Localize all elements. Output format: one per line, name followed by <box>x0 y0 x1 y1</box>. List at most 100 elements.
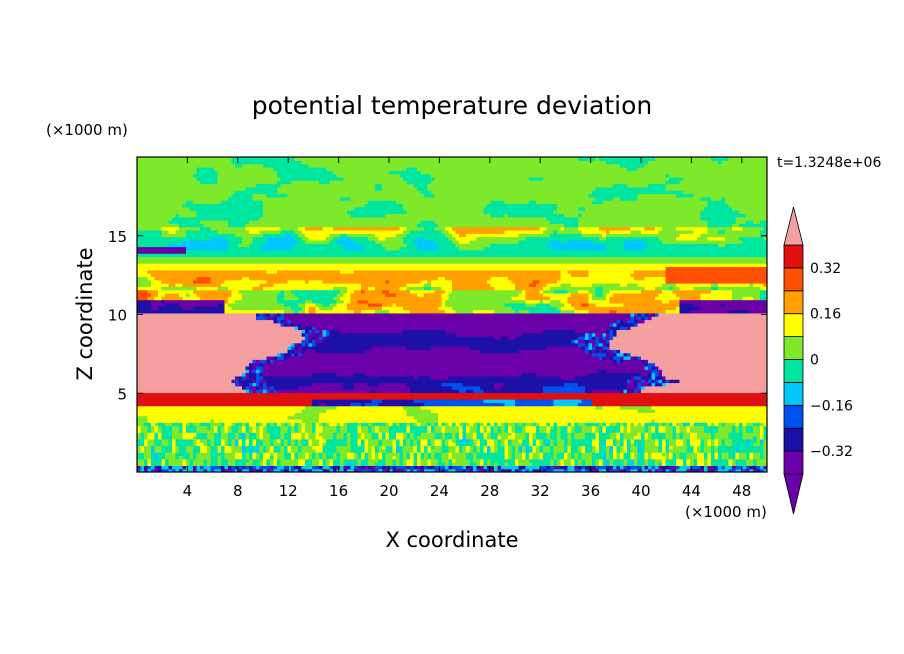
field-cell <box>266 432 271 437</box>
field-cell <box>186 372 191 377</box>
field-cell <box>193 352 198 357</box>
field-cell <box>137 292 142 297</box>
field-cell <box>266 220 271 224</box>
field-cell <box>252 452 257 457</box>
field-cell <box>203 452 208 457</box>
field-cell <box>315 349 320 354</box>
field-cell <box>151 415 156 420</box>
field-cell <box>245 332 250 337</box>
field-cell <box>228 312 233 317</box>
field-cell <box>217 196 222 201</box>
field-cell <box>161 160 166 165</box>
field-cell <box>147 405 152 410</box>
field-cell <box>291 173 296 178</box>
field-cell <box>175 286 180 291</box>
field-cell <box>200 243 205 248</box>
field-cell <box>242 355 247 360</box>
field-cell <box>263 432 268 437</box>
field-cell <box>277 239 282 244</box>
field-cell <box>266 389 271 394</box>
field-cell <box>277 296 282 301</box>
field-cell <box>291 432 296 437</box>
field-cell <box>280 372 285 377</box>
field-cell <box>287 309 292 314</box>
field-cell <box>252 322 257 327</box>
field-cell <box>154 263 159 268</box>
field-cell <box>214 216 219 221</box>
field-cell <box>158 445 163 450</box>
field-cell <box>175 432 180 437</box>
field-cell <box>312 415 317 420</box>
field-cell <box>140 259 145 264</box>
field-cell <box>203 236 208 241</box>
field-cell <box>179 369 184 374</box>
field-cell <box>165 379 170 384</box>
field-cell <box>287 316 292 321</box>
field-cell <box>221 302 226 307</box>
field-cell <box>280 276 285 281</box>
field-cell <box>207 405 212 410</box>
field-cell <box>182 425 187 430</box>
field-cell <box>298 292 303 297</box>
field-cell <box>280 216 285 221</box>
field-cell <box>182 236 187 241</box>
field-cell <box>161 259 166 264</box>
field-cell <box>294 312 299 317</box>
field-cell <box>168 365 173 370</box>
field-cell <box>224 432 229 437</box>
field-cell <box>165 263 170 268</box>
field-cell <box>200 157 205 161</box>
field-cell <box>224 269 229 274</box>
field-cell <box>287 163 292 168</box>
field-cell <box>140 422 145 427</box>
field-cell <box>151 336 156 340</box>
field-cell <box>151 193 156 198</box>
field-cell <box>266 392 271 397</box>
field-cell <box>256 243 261 248</box>
field-cell <box>172 200 177 205</box>
field-cell <box>165 279 170 284</box>
field-cell <box>270 452 275 457</box>
field-cell <box>263 329 268 334</box>
field-cell <box>200 425 205 430</box>
field-cell <box>235 249 240 254</box>
field-cell <box>221 395 226 400</box>
field-cell <box>182 422 187 427</box>
field-cell <box>161 369 166 374</box>
field-cell <box>203 339 208 344</box>
field-cell <box>224 462 229 466</box>
field-cell <box>263 389 268 394</box>
field-cell <box>273 349 278 354</box>
field-cell <box>235 455 240 460</box>
field-cell <box>168 355 173 360</box>
field-cell <box>235 213 240 218</box>
field-cell <box>280 166 285 171</box>
field-cell <box>186 409 191 413</box>
field-cell <box>270 279 275 284</box>
field-cell <box>154 193 159 198</box>
field-cell <box>277 186 282 191</box>
field-cell <box>221 289 226 294</box>
field-cell <box>277 336 282 340</box>
field-cell <box>193 379 198 384</box>
field-cell <box>137 243 142 248</box>
field-cell <box>277 273 282 277</box>
field-cell <box>287 296 292 301</box>
field-cell <box>242 206 247 211</box>
field-cell <box>158 379 163 384</box>
field-cell <box>256 365 261 370</box>
field-cell <box>193 452 198 457</box>
field-cell <box>137 455 142 460</box>
field-cell <box>315 269 320 274</box>
field-cell <box>186 448 191 453</box>
field-cell <box>280 418 285 423</box>
field-cell <box>238 375 243 380</box>
field-cell <box>305 346 310 350</box>
field-cell <box>158 326 163 331</box>
field-cell <box>147 299 152 304</box>
field-cell <box>291 352 296 357</box>
field-cell <box>308 428 313 433</box>
field-cell <box>305 428 310 433</box>
field-cell <box>298 382 303 387</box>
field-cell <box>231 233 236 238</box>
